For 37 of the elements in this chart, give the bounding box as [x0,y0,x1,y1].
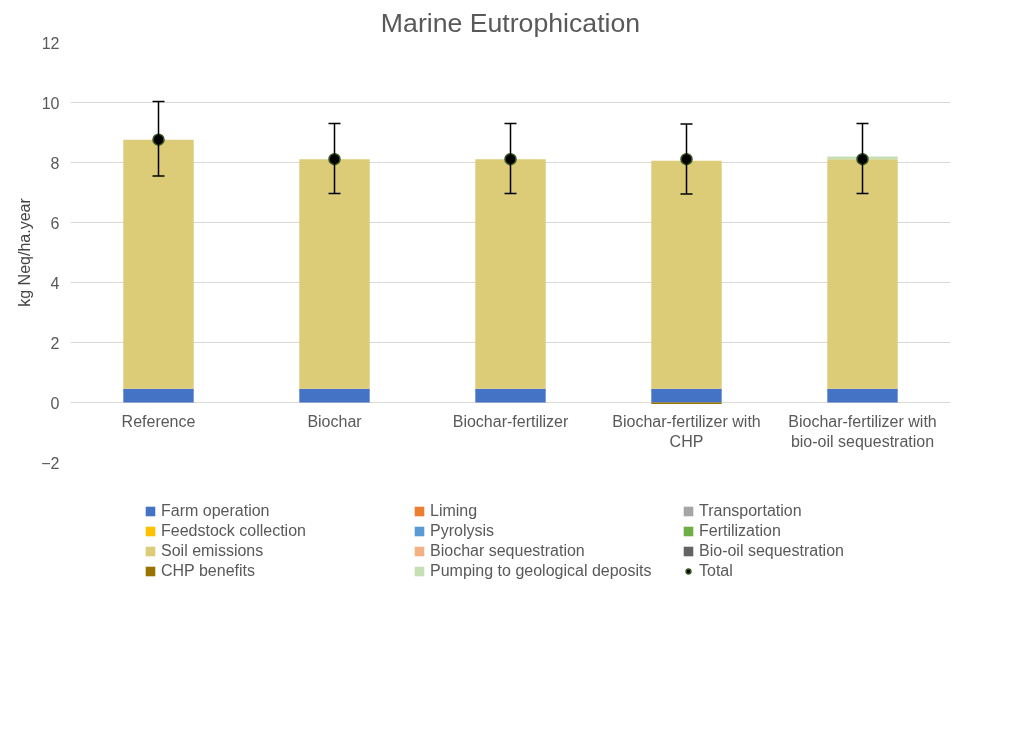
bar [299,159,370,389]
x-tick-label: Biochar [307,412,363,430]
y-tick-label: 6 [50,214,60,232]
x-tick-label: Biochar-fertilizer with bio-oil sequestration [788,412,937,450]
bar [475,159,546,389]
legend-label: Bio-oil sequestration [699,542,845,560]
legend-label: CHP benefits [161,562,256,580]
y-axis-title: kg Neq/ha.year [16,197,34,307]
y-tick-label: 12 [41,34,60,52]
legend-label: Soil emissions [161,542,265,560]
bar [651,388,722,403]
bar [475,388,546,403]
y-tick-label: −2 [41,454,60,472]
bar [123,139,194,389]
bar [123,388,194,403]
legend-label: Feedstock collection [161,522,307,540]
bar [299,388,370,403]
y-tick-label: 2 [50,334,60,352]
legend-label: Liming [430,502,479,520]
legend-label: Pyrolysis [430,522,495,540]
x-tick-label: Reference [121,412,196,430]
bar [827,159,898,389]
legend-label: Biochar sequestration [430,542,586,560]
legend-label: Total [699,562,734,580]
legend-label: Farm operation [161,502,271,520]
y-tick-label: 8 [50,154,60,172]
bar [827,388,898,403]
bar [651,160,722,389]
legend-label: Fertilization [699,522,782,540]
y-tick-label: 10 [41,94,60,112]
legend-label: Transportation [699,502,803,520]
x-tick-label: Biochar-fertilizer with CHP [612,412,761,450]
y-tick-label: 4 [50,274,60,292]
x-tick-label: Biochar-fertilizer [452,412,569,430]
chart-title: Marine Eutrophication [380,7,641,38]
y-tick-label: 0 [50,394,60,412]
legend-label: Pumping to geological deposits [430,562,653,580]
